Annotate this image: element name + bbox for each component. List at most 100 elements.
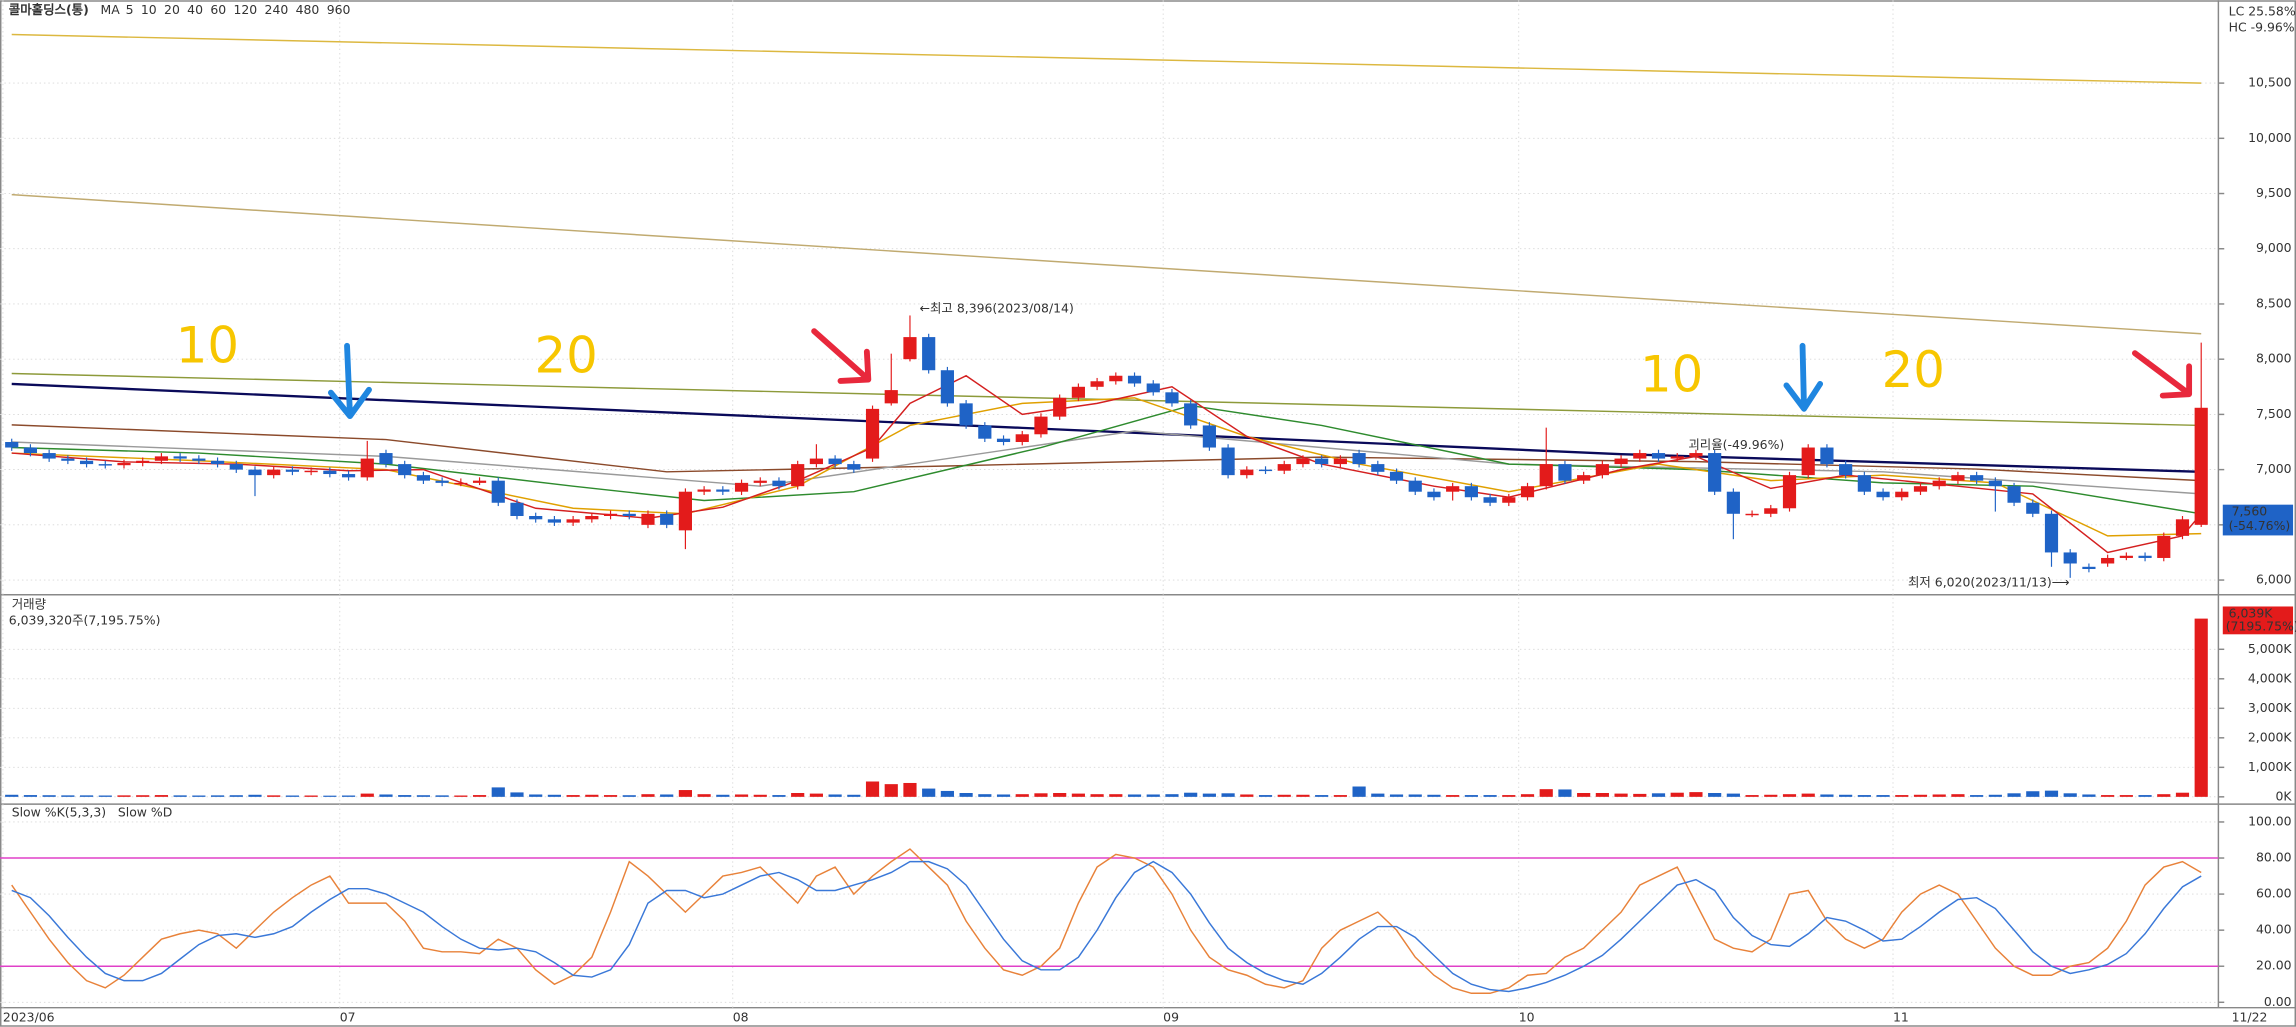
legend-title: MA (101, 2, 121, 17)
stochastic-line (11, 848, 2202, 995)
candle-body (173, 456, 187, 459)
candle-body (1988, 480, 2002, 487)
candle-body (1539, 464, 1553, 487)
volume-bar (2007, 793, 2021, 797)
volume-bar (2157, 794, 2171, 797)
volume-bar (566, 795, 580, 797)
candle-body (978, 425, 992, 439)
candle-body (61, 458, 75, 461)
volume-bar (1352, 786, 1366, 797)
volume-bar (1446, 795, 1460, 797)
y-tick-label: 1,000K (2248, 759, 2293, 774)
candle-body (1651, 453, 1666, 459)
candle-body (1109, 375, 1123, 382)
volume-bar (491, 787, 505, 797)
volume-bar (697, 794, 711, 797)
volume-bar (1296, 794, 1310, 797)
volume-bar (660, 794, 674, 797)
candle-body (435, 480, 449, 483)
x-tick-label: 07 (340, 1009, 356, 1024)
volume-bar (117, 795, 131, 797)
volume-bar (1109, 794, 1123, 797)
volume-bar (267, 795, 281, 797)
volume-bar (1483, 795, 1497, 797)
candle-body (884, 390, 898, 404)
candle-body (267, 469, 281, 476)
volume-bar (716, 794, 730, 797)
volume-bar (360, 793, 374, 797)
candle-body (1053, 397, 1067, 417)
y-tick-label: 7,500 (2256, 406, 2292, 421)
moving-average-line (11, 424, 2202, 482)
candle-body (1090, 381, 1104, 387)
candle-body (154, 456, 169, 461)
candle-body (1895, 491, 1909, 498)
candle-body (136, 460, 150, 463)
candle-body (2157, 535, 2171, 558)
candle-body (1633, 453, 1647, 459)
volume-bar (1970, 795, 1984, 797)
volume-bar (1726, 793, 1740, 797)
y-tick-label: 6,000 (2256, 572, 2292, 587)
volume-bar (622, 795, 636, 797)
candle-body (2119, 555, 2133, 558)
moving-average-line (11, 382, 2202, 473)
volume-bar (1670, 792, 1684, 797)
hand-arrows (327, 328, 2193, 420)
candle-body (1614, 458, 1628, 465)
volume-bar (903, 782, 917, 797)
volume-bar (23, 795, 38, 797)
volume-bar (1932, 794, 1946, 797)
candle-body (1446, 486, 1460, 492)
volume-summary: 6,039,320주(7,195.75%) (9, 613, 161, 628)
candle-body (1427, 491, 1441, 498)
candle-body (1240, 469, 1254, 476)
legend-entry: 960 (327, 2, 351, 17)
annotation: 10 (176, 316, 239, 374)
candle-body (865, 408, 880, 459)
price-tag-label: 7,560 (2232, 503, 2268, 518)
volume-bar (809, 793, 823, 797)
volume-bar (1127, 794, 1142, 797)
candle-body (547, 519, 561, 523)
legend-entry: 120 (233, 2, 257, 17)
candle-body (1221, 447, 1235, 476)
volume-bar (1651, 793, 1666, 797)
candle-body (1726, 491, 1740, 514)
volume-bar (1333, 795, 1347, 797)
volume-bar (379, 794, 393, 797)
x-tick-label: 08 (733, 1009, 749, 1024)
volume-bar (1371, 793, 1385, 797)
volume-bar (1202, 793, 1216, 797)
legend-entry: 10 (141, 2, 157, 17)
candle-body (697, 489, 711, 492)
candle-body (940, 370, 954, 404)
candle-body (1258, 469, 1273, 472)
blue-arrow (1783, 342, 1824, 412)
volume-bar (959, 793, 973, 797)
candle-body (847, 464, 861, 470)
candle-body (1165, 392, 1179, 404)
volume-bar (341, 795, 356, 797)
y-tick-label: 3,000K (2248, 700, 2293, 715)
candle-body (828, 458, 842, 465)
annotation: ←최고 8,396(2023/08/14) (920, 301, 1074, 316)
y-tick-label: 10,500 (2248, 75, 2292, 90)
x-tick-label: 09 (1163, 1009, 1179, 1024)
annotation: 20 (1882, 341, 1945, 399)
candle-body (772, 480, 786, 487)
legend-entry: 480 (296, 2, 320, 17)
legend-entry: 20 (164, 2, 180, 17)
candle-body (1689, 453, 1703, 457)
candle-body (2007, 486, 2021, 503)
candle-body (1483, 497, 1497, 503)
volume-bar (1090, 794, 1104, 797)
volume-bar (192, 795, 206, 797)
candle-body (398, 464, 412, 476)
volume-bar (1053, 793, 1067, 797)
candle-body (98, 464, 112, 466)
candle-body (491, 480, 505, 503)
volume-bar (753, 794, 767, 797)
blue-arrow (327, 342, 372, 420)
